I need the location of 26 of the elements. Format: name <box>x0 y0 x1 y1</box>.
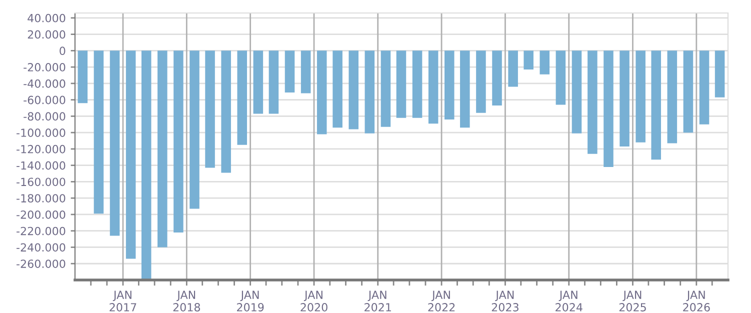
y-tick-label: -100.000 <box>16 128 66 137</box>
x-tick-label: JAN 2020 <box>300 290 328 312</box>
y-tick-label: -240.000 <box>16 243 66 252</box>
x-tick-label: JAN 2017 <box>110 290 136 312</box>
x-tick-label: JAN 2019 <box>237 290 264 312</box>
y-tick-label: -40.000 <box>24 79 66 88</box>
x-tick-label: JAN 2025 <box>619 290 646 312</box>
y-tick-label: 20.000 <box>28 30 66 39</box>
y-tick-label: -180.000 <box>16 194 66 202</box>
y-tick-label: -20.000 <box>24 63 66 72</box>
y-tick-label: -60.000 <box>24 96 66 104</box>
y-tick-label: -80.000 <box>24 112 66 121</box>
y-tick-label: -260.000 <box>16 260 66 268</box>
y-tick-label: -120.000 <box>16 144 66 154</box>
x-tick-label: JAN 2018 <box>173 290 200 312</box>
x-tick-label: JAN 2026 <box>683 290 710 312</box>
y-tick-label: 40.000 <box>28 14 66 22</box>
y-tick-label: 0 <box>60 46 66 56</box>
y-tick-label: -140.000 <box>16 161 66 170</box>
x-tick-label: JAN 2022 <box>428 290 455 312</box>
y-tick-label: -200.000 <box>16 210 66 219</box>
x-tick-label: JAN 2021 <box>364 290 391 312</box>
x-tick-label: JAN 2024 <box>556 290 582 312</box>
y-tick-label: -160.000 <box>16 178 66 186</box>
x-tick-label: JAN 2023 <box>492 290 518 312</box>
y-tick-label: -220.000 <box>16 226 66 236</box>
